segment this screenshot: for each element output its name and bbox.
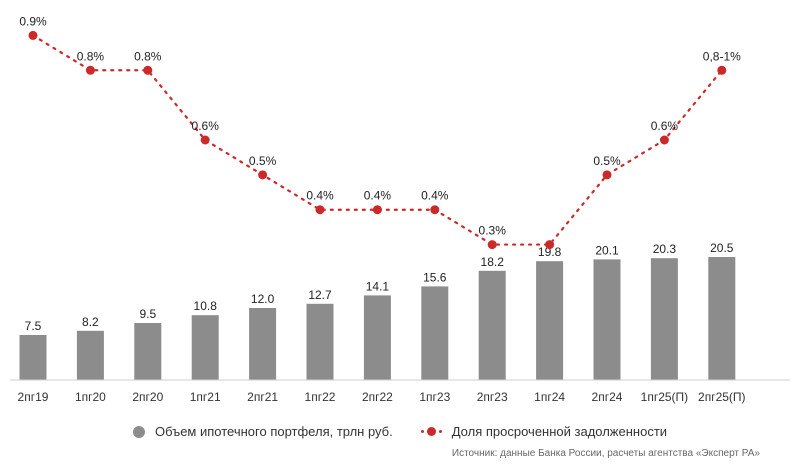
bar-2пг25(П) [708,257,736,380]
legend: Объем ипотечного портфеля, трлн руб. Дол… [0,424,800,439]
line-point-2пг24 [602,170,612,180]
bar-1пг22 [306,303,334,380]
bar-1пг21 [191,315,219,380]
line-point-2пг19 [28,30,38,40]
bar-value-label: 8.2 [82,315,99,329]
bar-value-label: 19.8 [538,245,562,259]
line-value-label: 0,8-1% [703,49,741,63]
line-point-1пг22 [315,205,325,215]
bar-1пг25(П) [650,258,678,380]
legend-item-portfolio: Объем ипотечного портфеля, трлн руб. [132,424,393,439]
line-point-2пг22 [372,205,382,215]
line-value-label: 0.6% [651,119,679,133]
line-point-2пг20 [143,65,153,75]
bar-value-label: 12.0 [251,292,275,306]
line-value-label: 0.4% [364,189,392,203]
legend-label-portfolio: Объем ипотечного портфеля, трлн руб. [154,424,393,439]
line-point-1пг23 [430,205,440,215]
chart-canvas: 7.5 8.2 9.5 10.8 12.0 12.7 14.1 15.6 18.2 19.8 20.… [10,14,790,404]
bar-1пг24 [536,261,564,380]
x-tick-label: 1пг25(П) [641,390,689,404]
bar-value-label: 10.8 [194,299,218,313]
x-tick-label: 2пг20 [132,390,163,404]
line-points: 0.9% 0.8% 0.8% 0.6% 0.5% 0.4% 0.4% 0.4% 0.3% 0.5%… [19,14,741,250]
line-value-label: 0.4% [421,189,449,203]
bar-2пг21 [249,308,277,380]
bar-2пг19 [19,335,47,380]
legend-item-delinquency: Доля просроченной задолженности [420,424,668,439]
bar-2пг24 [593,259,621,380]
bar-value-label: 7.5 [25,319,42,333]
legend-bar-swatch [132,425,145,438]
line-value-label: 0.8% [77,49,105,63]
x-tick-label: 1пг23 [419,390,450,404]
line-value-label: 0.4% [306,189,334,203]
line-value-label: 0.3% [479,224,507,238]
x-tick-label: 2пг23 [477,390,508,404]
legend-line-swatch [420,427,442,436]
line-point-1пг25(П) [659,135,669,145]
bar-2пг22 [363,295,391,380]
legend-label-delinquency: Доля просроченной задолженности [451,424,668,439]
bar-2пг20 [134,323,162,380]
bar-value-label: 9.5 [139,307,156,321]
bar-value-label: 20.5 [710,241,734,255]
x-tick-label: 1пг21 [190,390,221,404]
line-value-label: 0.6% [192,119,220,133]
x-axis-ticks: 2пг19 1пг20 2пг20 1пг21 2пг21 1пг22 2пг22 1пг23… [18,390,746,404]
x-tick-label: 2пг22 [362,390,393,404]
line-point-2пг21 [258,170,268,180]
line-point-1пг24 [545,240,555,250]
bar-2пг23 [478,270,506,380]
line-point-2пг25(П) [717,65,727,75]
x-tick-label: 2пг24 [592,390,623,404]
line-value-label: 0.8% [134,49,162,63]
bar-value-label: 14.1 [366,279,390,293]
bar-value-label: 20.1 [595,243,619,257]
line-value-label: 0.5% [249,154,277,168]
bar-value-label: 12.7 [308,288,332,302]
x-tick-label: 2пг19 [18,390,49,404]
bar-1пг23 [421,286,449,380]
line-point-2пг23 [487,240,497,250]
source-note: Источник: данные Банка России, расчеты а… [451,448,760,459]
bar-series: 7.5 8.2 9.5 10.8 12.0 12.7 14.1 15.6 18.2 19.8 20.… [19,241,736,380]
line-point-1пг20 [85,65,95,75]
line-value-label: 0.5% [593,154,621,168]
bar-value-label: 15.6 [423,270,447,284]
x-tick-label: 1пг20 [75,390,106,404]
bar-1пг20 [76,330,104,380]
x-tick-label: 1пг24 [534,390,565,404]
bar-value-label: 20.3 [653,242,677,256]
x-tick-label: 1пг22 [305,390,336,404]
line-value-label: 0.9% [19,14,47,28]
bar-value-label: 18.2 [481,255,505,269]
x-tick-label: 2пг25(П) [698,390,746,404]
line-point-1пг21 [200,135,210,145]
x-tick-label: 2пг21 [247,390,278,404]
